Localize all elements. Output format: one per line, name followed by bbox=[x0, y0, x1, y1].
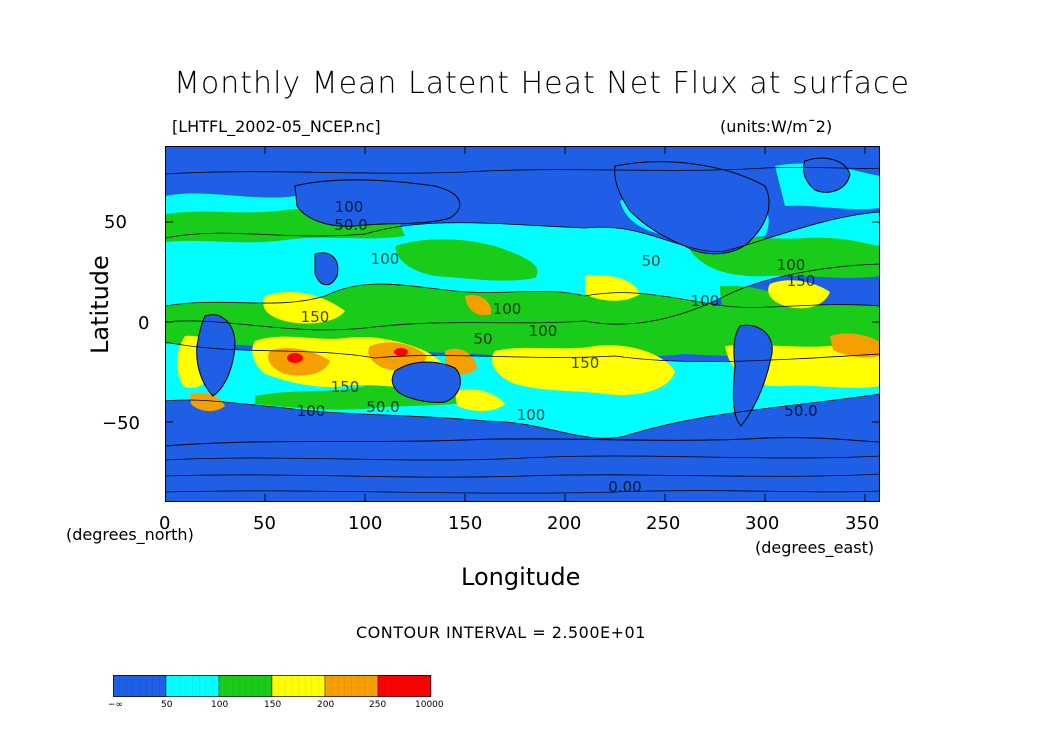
contour-label: 150 bbox=[571, 354, 600, 372]
x-left-unit-note: (degrees_north) bbox=[66, 525, 194, 544]
y-tick-0: 0 bbox=[138, 313, 150, 334]
x-right-unit-note: (degrees_east) bbox=[755, 538, 875, 557]
x-tick-100: 100 bbox=[348, 513, 383, 534]
x-tick-50: 50 bbox=[253, 513, 276, 534]
contour-label: 150 bbox=[301, 308, 330, 326]
x-axis-title: Longitude bbox=[461, 563, 581, 591]
units-label: (units:W/m¯2) bbox=[720, 117, 833, 136]
colorbar-label-10000: 10000 bbox=[415, 700, 444, 710]
contour-label: 100 bbox=[517, 406, 546, 424]
x-tick-300: 300 bbox=[745, 513, 780, 534]
x-tick-250: 250 bbox=[646, 513, 681, 534]
map-frame bbox=[165, 146, 880, 502]
contour-label: 50.0 bbox=[334, 216, 367, 234]
contour-label: 100 bbox=[371, 250, 400, 268]
x-tick-200: 200 bbox=[547, 513, 582, 534]
band-red bbox=[287, 348, 408, 363]
x-tick-150: 150 bbox=[448, 513, 483, 534]
contour-label: 150 bbox=[331, 378, 360, 396]
contour-label: 50.0 bbox=[784, 402, 817, 420]
contour-label: 100 bbox=[297, 402, 326, 420]
contour-label: 100 bbox=[493, 300, 522, 318]
contour-label: 100 bbox=[691, 292, 720, 310]
colorbar-label-200: 200 bbox=[317, 700, 335, 710]
contour-label: 100 bbox=[777, 256, 806, 274]
x-tick-350: 350 bbox=[845, 513, 880, 534]
colorbar-label-50: 50 bbox=[161, 700, 173, 710]
contour-label: 100 bbox=[335, 198, 364, 216]
contour-label: 100 bbox=[529, 322, 558, 340]
x-tick-0: 0 bbox=[159, 513, 171, 534]
colorbar bbox=[113, 675, 432, 697]
contour-label: 150 bbox=[787, 272, 816, 290]
land-masses bbox=[165, 157, 880, 502]
axis-ticks bbox=[165, 146, 880, 502]
colorbar-bin bbox=[377, 675, 432, 697]
contour-label: 50.0 bbox=[366, 398, 399, 416]
contour-label: 0.00 bbox=[608, 478, 641, 496]
colorbar-label-100: 100 bbox=[211, 700, 229, 710]
contour-interval: CONTOUR INTERVAL = 2.500E+01 bbox=[356, 623, 646, 642]
y-tick-50: 50 bbox=[104, 212, 127, 233]
colorbar-label-150: 150 bbox=[264, 700, 282, 710]
file-label: [LHTFL_2002-05_NCEP.nc] bbox=[172, 117, 381, 136]
colorbar-label-min: −∞ bbox=[108, 700, 124, 710]
contour-label: 50 bbox=[641, 252, 660, 270]
chart-title: Monthly Mean Latent Heat Net Flux at sur… bbox=[174, 66, 910, 101]
y-tick-minus-50: −50 bbox=[102, 413, 140, 434]
y-axis-title: Latitude bbox=[86, 255, 114, 354]
colorbar-label-250: 250 bbox=[369, 700, 387, 710]
contour-label: 50 bbox=[473, 330, 492, 348]
contour-lines bbox=[165, 167, 880, 494]
